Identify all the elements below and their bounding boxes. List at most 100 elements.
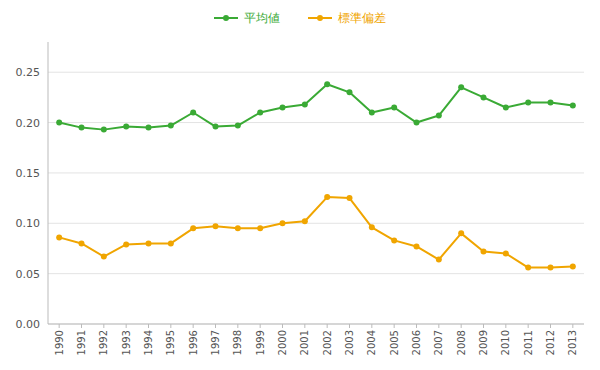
- x-tick: [81, 324, 82, 328]
- series-marker: [458, 230, 464, 236]
- grid-line: [48, 122, 584, 123]
- x-tick-label: 2013: [567, 330, 578, 355]
- series-marker: [56, 234, 62, 240]
- series-marker: [503, 251, 509, 257]
- legend-label: 平均値: [244, 11, 280, 25]
- x-tick-label: 2012: [545, 330, 556, 355]
- series-marker: [101, 127, 107, 133]
- chart-container: 0.00 0.05 0.10 0.15 0.20 0.25 1990 1991 1992 1993…: [0, 0, 600, 370]
- x-axis-line: [48, 324, 584, 325]
- x-tick-label: 2005: [389, 330, 400, 355]
- series: [56, 81, 576, 132]
- series-marker: [548, 99, 554, 105]
- x-tick-label: 2009: [478, 330, 489, 355]
- x-tick: [327, 324, 328, 328]
- series-marker: [369, 224, 375, 230]
- x-tick: [349, 324, 350, 328]
- x-tick: [260, 324, 261, 328]
- series-marker: [123, 241, 129, 247]
- x-tick-label: 1992: [98, 330, 109, 355]
- y-axis-line: [48, 42, 49, 324]
- series-marker: [503, 104, 509, 110]
- grid-line: [48, 172, 584, 173]
- y-tick-label: 0.15: [16, 167, 41, 180]
- series-marker: [391, 237, 397, 243]
- series-marker: [548, 265, 554, 271]
- series-marker: [146, 240, 152, 246]
- series-marker: [414, 120, 420, 126]
- series-group: [56, 81, 576, 270]
- x-tick-label: 2000: [277, 330, 288, 355]
- grid-line: [48, 273, 584, 274]
- series-marker: [324, 194, 330, 200]
- x-tick: [237, 324, 238, 328]
- series-marker: [481, 94, 487, 100]
- x-tick: [394, 324, 395, 328]
- x-tick-label: 1998: [232, 330, 243, 355]
- x-tick: [170, 324, 171, 328]
- x-tick-label: 2008: [456, 330, 467, 355]
- x-tick: [282, 324, 283, 328]
- series: [56, 194, 576, 271]
- chart: 0.00 0.05 0.10 0.15 0.20 0.25 1990 1991 1992 1993…: [0, 0, 600, 370]
- series-marker: [280, 104, 286, 110]
- x-tick-label: 1991: [76, 330, 87, 355]
- y-tick-label: 0.00: [16, 318, 41, 331]
- x-tick: [193, 324, 194, 328]
- x-tick: [59, 324, 60, 328]
- series-marker: [257, 110, 263, 116]
- series-marker: [369, 110, 375, 116]
- series-marker: [190, 225, 196, 231]
- series-marker: [79, 240, 85, 246]
- x-tick-label: 2011: [523, 330, 534, 355]
- series-marker: [190, 110, 196, 116]
- y-tick-label: 0.25: [16, 66, 41, 79]
- y-tick-label: 0.20: [16, 117, 41, 130]
- x-tick-label: 1997: [210, 330, 221, 355]
- legend-item: 平均値: [214, 11, 280, 25]
- series-marker: [347, 195, 353, 201]
- series-marker: [146, 125, 152, 131]
- series-marker: [235, 225, 241, 231]
- grid-line: [48, 72, 584, 73]
- grid-line: [48, 324, 584, 325]
- x-tick-label: 2007: [433, 330, 444, 355]
- x-tick: [126, 324, 127, 328]
- series-marker: [302, 218, 308, 224]
- x-tick-label: 2004: [366, 330, 377, 355]
- x-tick: [371, 324, 372, 328]
- series-marker: [101, 254, 107, 260]
- series-marker: [391, 104, 397, 110]
- x-tick-label: 1990: [54, 330, 65, 355]
- series-line: [59, 197, 573, 268]
- series-marker: [525, 265, 531, 271]
- legend-marker: [223, 15, 229, 21]
- x-tick: [304, 324, 305, 328]
- series-marker: [257, 225, 263, 231]
- x-tick: [572, 324, 573, 328]
- x-tick-label: 1996: [188, 330, 199, 355]
- series-marker: [458, 84, 464, 90]
- series-marker: [302, 101, 308, 107]
- legend-label: 標準偏差: [338, 11, 386, 25]
- x-tick-label: 1993: [121, 330, 132, 355]
- series-marker: [436, 257, 442, 263]
- x-tick: [438, 324, 439, 328]
- series-marker: [168, 123, 174, 129]
- x-tick-labels: 1990199119921993199419951996199719981999…: [54, 324, 579, 355]
- y-tick-label: 0.10: [16, 217, 41, 230]
- y-tick-label: 0.05: [16, 268, 41, 281]
- y-grid: [48, 72, 584, 324]
- x-tick-label: 2002: [322, 330, 333, 355]
- x-tick-label: 1995: [165, 330, 176, 355]
- x-tick: [148, 324, 149, 328]
- legend-marker: [317, 15, 323, 21]
- legend-item: 標準偏差: [308, 11, 386, 25]
- series-marker: [481, 248, 487, 254]
- x-tick-label: 1999: [255, 330, 266, 355]
- grid-line: [48, 223, 584, 224]
- x-tick: [215, 324, 216, 328]
- x-tick: [416, 324, 417, 328]
- series-marker: [213, 124, 219, 130]
- series-marker: [235, 123, 241, 129]
